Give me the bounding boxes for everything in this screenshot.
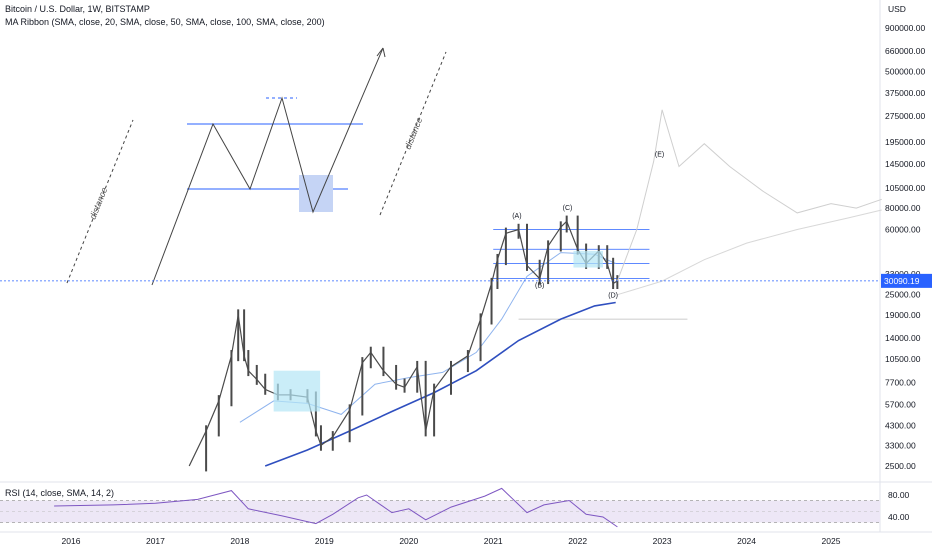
rsi-tick-label: 80.00 (888, 490, 910, 500)
price-tick-label: 14000.00 (885, 333, 921, 343)
price-tick-label: 19000.00 (885, 310, 921, 320)
time-tick-label: 2025 (822, 536, 841, 546)
price-tick-label: 80000.00 (885, 203, 921, 213)
time-tick-label: 2021 (484, 536, 503, 546)
wave-label: (C) (563, 205, 573, 212)
price-tick-label: 10500.00 (885, 354, 921, 364)
wave-label: (D) (608, 293, 618, 300)
price-tick-label: 2500.00 (885, 461, 916, 471)
price-line (188, 220, 618, 467)
wave-label: (A) (512, 213, 521, 220)
price-tick-label: 145000.00 (885, 159, 925, 169)
distance-dashed-line (66, 119, 134, 284)
wave-label: (E) (655, 152, 664, 159)
time-tick-label: 2017 (146, 536, 165, 546)
price-tick-label: 375000.00 (885, 88, 925, 98)
time-tick-label: 2016 (62, 536, 81, 546)
pattern-arrowhead (376, 47, 386, 58)
price-tick-label: 3300.00 (885, 440, 916, 450)
support-box (573, 250, 603, 268)
time-tick-label: 2018 (230, 536, 249, 546)
rsi-legend[interactable]: RSI (14, close, SMA, 14, 2) (5, 488, 115, 498)
price-tick-label: 25000.00 (885, 290, 921, 300)
price-tick-label: 195000.00 (885, 137, 925, 147)
last-price-badge (881, 273, 932, 288)
forecast-ma-line (617, 209, 882, 296)
symbol-title: Bitcoin / U.S. Dollar, 1W, BITSTAMP (5, 4, 150, 14)
price-tick-label: 4300.00 (885, 421, 916, 431)
price-tick-label: 7700.00 (885, 377, 916, 387)
price-tick-label: 900000.00 (885, 23, 925, 33)
price-tick-label: 660000.00 (885, 46, 925, 56)
price-tick-label: 500000.00 (885, 67, 925, 77)
time-tick-label: 2020 (399, 536, 418, 546)
time-tick-label: 2019 (315, 536, 334, 546)
price-tick-label: 105000.00 (885, 183, 925, 193)
wave-label: (B) (535, 283, 544, 290)
rsi-line (54, 487, 618, 528)
time-tick-label: 2023 (653, 536, 672, 546)
price-tick-label: 5700.00 (885, 400, 916, 410)
price-tick-label: 275000.00 (885, 111, 925, 121)
last-price-label: 30090.19 (884, 276, 920, 286)
time-tick-label: 2022 (568, 536, 587, 546)
forecast-line (616, 109, 882, 282)
distance-label: distance (88, 186, 110, 221)
ma-ribbon-legend[interactable]: MA Ribbon (SMA, close, 20, SMA, close, 5… (5, 17, 325, 27)
support-box (273, 370, 321, 412)
pattern-path (151, 47, 384, 286)
distance-label: distance (403, 116, 425, 151)
price-tick-label: 60000.00 (885, 225, 921, 235)
price-axis-unit: USD (888, 4, 906, 14)
distance-dashed-line (379, 51, 447, 216)
time-tick-label: 2024 (737, 536, 756, 546)
rsi-tick-label: 40.00 (888, 512, 910, 522)
